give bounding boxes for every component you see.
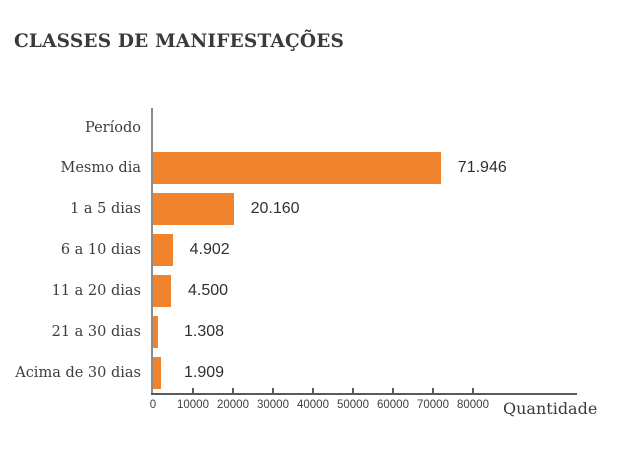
x-tick-mark: [232, 388, 234, 393]
x-tick-label: 70000: [417, 399, 449, 411]
x-tick-label: 0: [149, 399, 157, 411]
x-tick-mark: [272, 388, 274, 393]
category-label: 1 a 5 dias: [70, 201, 141, 217]
bar: [153, 357, 161, 389]
x-tick-label: 80000: [457, 399, 489, 411]
bar: [153, 152, 441, 184]
category-axis-title: Período: [85, 120, 141, 136]
x-tick-mark: [352, 388, 354, 393]
x-tick-label: 20000: [217, 399, 249, 411]
category-label: Acima de 30 dias: [15, 365, 141, 381]
bar: [153, 316, 159, 348]
x-tick-label: 40000: [297, 399, 329, 411]
x-axis-line: [151, 393, 577, 395]
x-tick-mark: [312, 388, 314, 393]
y-axis-line: [151, 108, 153, 394]
category-label: 11 a 20 dias: [51, 283, 141, 299]
category-label: 6 a 10 dias: [60, 242, 141, 258]
value-label: 1.909: [184, 364, 225, 381]
x-tick-mark: [392, 388, 394, 393]
x-tick-mark: [472, 388, 474, 393]
value-label: 20.160: [250, 200, 300, 217]
value-label: 4.902: [189, 241, 230, 258]
x-axis-title: Quantidade: [503, 399, 598, 418]
category-label: Mesmo dia: [60, 160, 141, 176]
bar: [153, 275, 171, 307]
bar: [153, 234, 173, 266]
chart-title: CLASSES DE MANIFESTAÇÕES: [14, 31, 345, 52]
x-tick-label: 30000: [257, 399, 289, 411]
value-label: 4.500: [188, 282, 229, 299]
value-label: 1.308: [184, 323, 225, 340]
category-label: 21 a 30 dias: [51, 324, 141, 340]
x-tick-label: 60000: [377, 399, 409, 411]
x-tick-mark: [432, 388, 434, 393]
x-tick-label: 10000: [177, 399, 209, 411]
x-tick-label: 50000: [337, 399, 369, 411]
value-label: 71.946: [457, 159, 507, 176]
bar: [153, 193, 234, 225]
x-tick-mark: [192, 388, 194, 393]
